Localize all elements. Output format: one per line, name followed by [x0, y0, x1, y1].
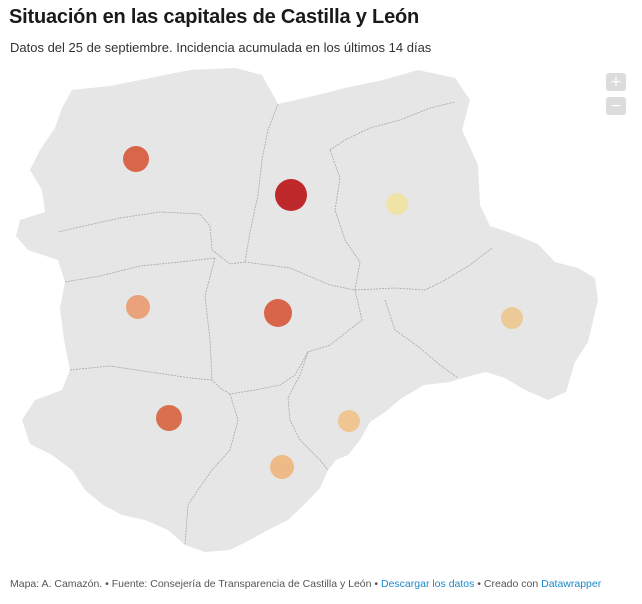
marker-valladolid[interactable] — [264, 299, 292, 327]
marker-avila[interactable] — [338, 410, 360, 432]
zoom-out-button[interactable]: − — [606, 97, 626, 115]
region-outline — [16, 68, 598, 552]
marker-zamora[interactable] — [126, 295, 150, 319]
zoom-in-button[interactable]: + — [606, 73, 626, 91]
footer: Mapa: A. Camazón. • Fuente: Consejería d… — [10, 578, 601, 590]
footer-created-with: Creado con — [483, 578, 542, 590]
marker-burgos[interactable] — [275, 179, 307, 211]
map-castilla-leon — [16, 68, 598, 552]
marker-soria[interactable] — [386, 193, 408, 215]
download-data-link[interactable]: Descargar los datos — [381, 578, 475, 590]
province-borders — [57, 101, 493, 546]
marker-leon[interactable] — [123, 146, 149, 172]
marker-segovia[interactable] — [501, 307, 523, 329]
footer-author: Mapa: A. Camazón. — [10, 578, 103, 590]
footer-separator: • — [371, 578, 381, 590]
markers — [123, 146, 523, 479]
chart-subtitle: Datos del 25 de septiembre. Incidencia a… — [10, 40, 432, 55]
datawrapper-link[interactable]: Datawrapper — [541, 578, 602, 590]
footer-separator: • — [474, 578, 484, 590]
footer-separator: • — [102, 578, 112, 590]
chart-title: Situación en las capitales de Castilla y… — [9, 6, 420, 28]
footer-source: Fuente: Consejería de Transparencia de C… — [111, 578, 372, 590]
marker-salamanca[interactable] — [156, 405, 182, 431]
marker-palencia[interactable] — [270, 455, 294, 479]
